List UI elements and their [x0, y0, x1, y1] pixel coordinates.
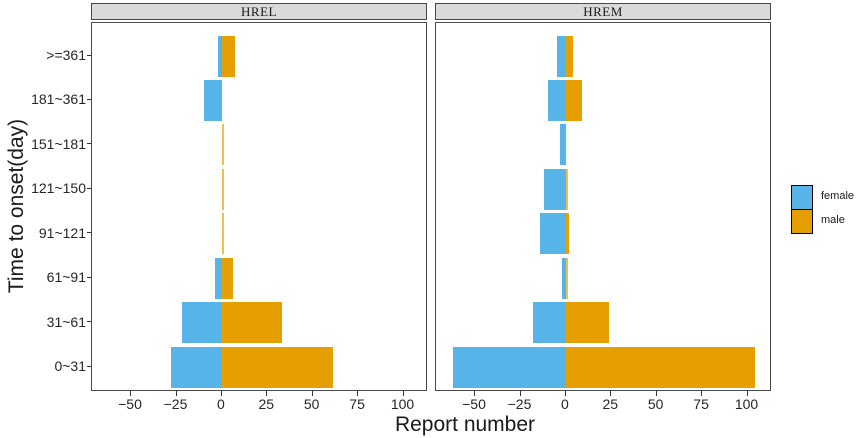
y-tick-mark [87, 143, 91, 145]
bar-male-HREL-121~150 [221, 168, 224, 210]
x-tick-mark [746, 391, 748, 396]
legend-key-female [791, 185, 813, 210]
y-axis-title: Time to onset(day) [5, 118, 28, 294]
x-tick-label: 100 [390, 396, 415, 412]
facet-strip-hrel-label: HREL [241, 3, 277, 19]
bar-male-HREM-181~361 [565, 79, 583, 121]
x-tick-label: 0 [216, 396, 225, 412]
bar-male-HREM->=361 [565, 35, 574, 77]
y-tick-label: 61~91 [46, 269, 86, 286]
bar-male-HREL-31~61 [221, 302, 282, 344]
facet-strip-hrem-label: HREM [583, 3, 623, 19]
x-tick-label: 50 [647, 396, 664, 412]
bar-female-HREM-121~150 [544, 168, 566, 210]
x-tick-mark [519, 391, 521, 396]
y-tick-mark [87, 276, 91, 278]
x-tick-mark [564, 391, 566, 396]
legend-key-male [791, 209, 813, 234]
y-tick-mark [87, 232, 91, 234]
x-tick-label: −25 [163, 396, 188, 412]
bar-male-HREM-0~31 [565, 346, 755, 388]
legend-label-female: female [821, 190, 855, 202]
bar-female-HREM-91~121 [540, 213, 566, 255]
y-tick-label: 181~361 [31, 91, 86, 108]
y-tick-label: 121~150 [31, 180, 86, 197]
x-tick-label: −50 [118, 396, 142, 412]
x-tick-label: 0 [560, 396, 569, 412]
bar-female-HREL->=361 [218, 35, 222, 77]
x-tick-label: 100 [734, 396, 759, 412]
y-tick-mark [87, 98, 91, 100]
y-tick-label: 0~31 [54, 358, 86, 374]
x-tick-mark [311, 391, 313, 396]
x-tick-mark [357, 391, 359, 396]
x-tick-label: 25 [258, 396, 275, 412]
bar-female-HREM-31~61 [533, 302, 566, 344]
y-tick-mark [87, 187, 91, 189]
x-tick-mark [220, 391, 222, 396]
bar-female-HREL-0~31 [171, 346, 222, 388]
bar-male-HREM-61~91 [565, 257, 568, 299]
bar-female-HREM-61~91 [562, 257, 566, 299]
x-tick-mark [266, 391, 268, 396]
legend-label-male: male [821, 214, 845, 226]
bar-female-HREL-61~91 [214, 257, 222, 299]
bar-male-HREM-121~150 [565, 168, 568, 210]
bar-female-HREM-181~361 [547, 79, 566, 121]
y-tick-label: >=361 [46, 47, 86, 63]
bar-male-HREL-61~91 [221, 257, 233, 299]
x-tick-label: 75 [693, 396, 709, 412]
plot-panel-hrel [91, 22, 427, 391]
x-tick-mark [130, 391, 131, 396]
bar-female-HREL-181~361 [203, 79, 222, 121]
x-tick-mark [610, 391, 612, 396]
bar-male-HREL-0~31 [221, 346, 333, 388]
facet-strip-hrel: HREL [91, 3, 427, 20]
bar-female-HREL-31~61 [181, 302, 222, 344]
facet-strip-hrem: HREM [435, 3, 771, 20]
bar-male-HREL-91~121 [221, 213, 224, 255]
x-tick-label: 50 [303, 396, 320, 412]
bar-female-HREM-151~181 [560, 124, 566, 166]
bar-male-HREL->=361 [221, 35, 235, 77]
plot-panel-hrem [435, 22, 771, 391]
x-axis-title: Report number [394, 413, 536, 436]
bar-female-HREM-0~31 [453, 346, 566, 388]
y-tick-mark [87, 54, 91, 56]
x-tick-label: −25 [507, 396, 532, 412]
x-tick-mark [655, 391, 657, 396]
legend: female male [791, 185, 854, 234]
bar-male-HREM-91~121 [565, 213, 570, 255]
x-tick-mark [175, 391, 177, 396]
y-tick-label: 91~121 [38, 224, 86, 241]
y-tick-mark [87, 365, 91, 367]
x-tick-label: −50 [462, 396, 486, 412]
bar-male-HREM-31~61 [565, 302, 610, 344]
x-tick-label: 25 [602, 396, 619, 412]
x-tick-mark [701, 391, 703, 396]
bar-female-HREM->=361 [556, 35, 566, 77]
bar-male-HREL-151~181 [221, 124, 224, 166]
y-tick-label: 31~61 [46, 313, 86, 330]
y-tick-label: 151~181 [31, 135, 86, 152]
x-tick-label: 75 [349, 396, 365, 412]
y-tick-mark [87, 321, 91, 323]
x-tick-mark [402, 391, 404, 396]
x-tick-mark [474, 391, 475, 396]
